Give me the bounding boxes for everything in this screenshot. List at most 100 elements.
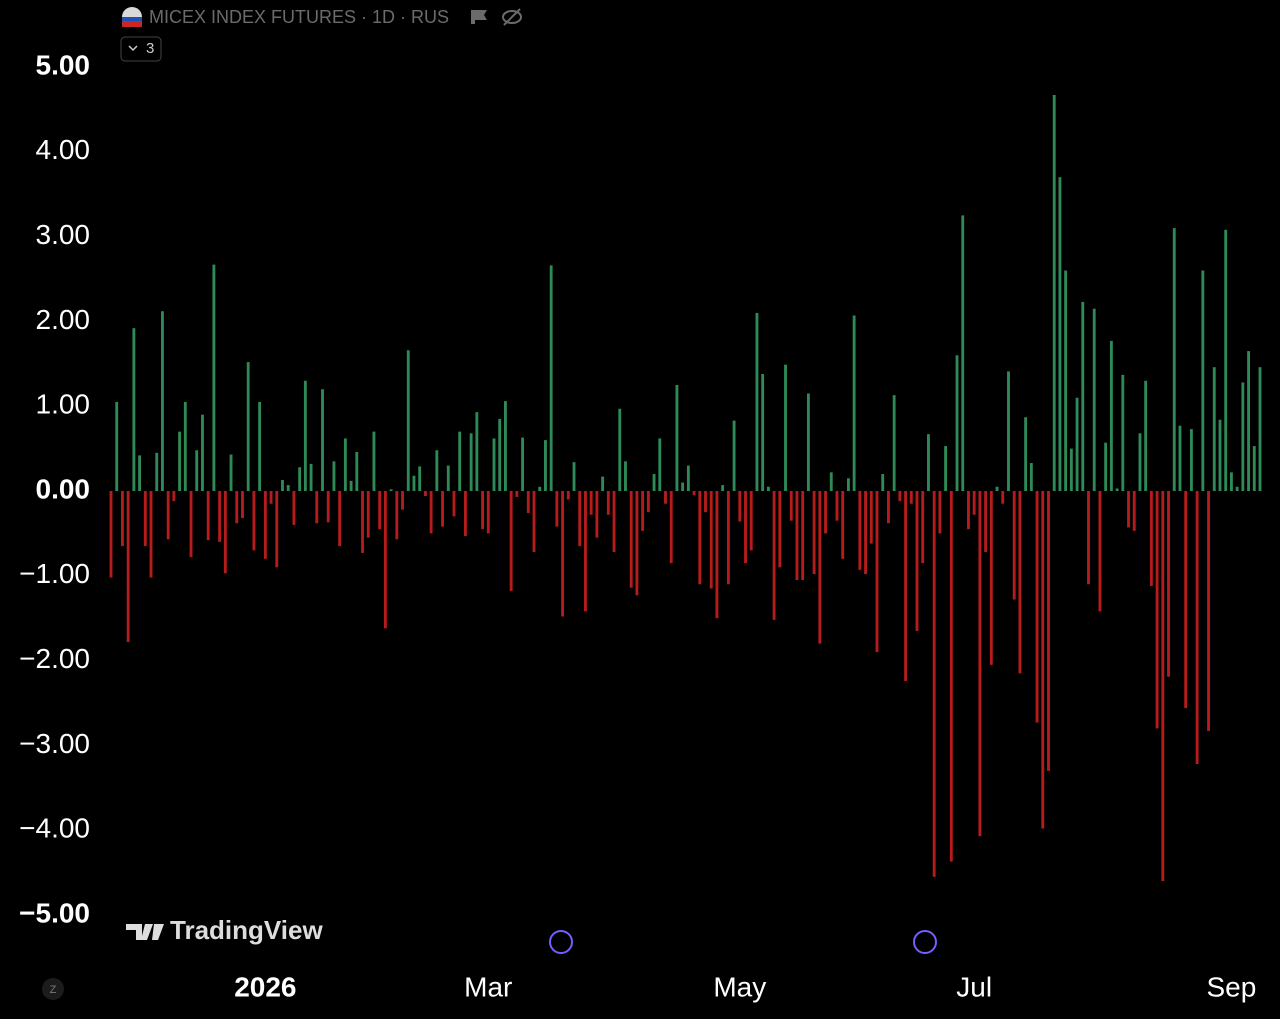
y-tick-label: 1.00 bbox=[36, 389, 91, 420]
bar bbox=[1035, 491, 1039, 723]
bar bbox=[961, 215, 965, 491]
x-tick-label: Mar bbox=[464, 971, 512, 1002]
hide-icon[interactable] bbox=[503, 8, 521, 26]
bar bbox=[155, 452, 159, 491]
bar bbox=[504, 401, 507, 491]
bar bbox=[143, 491, 147, 547]
hide-icon[interactable] bbox=[502, 10, 522, 24]
bar bbox=[692, 491, 696, 496]
bar bbox=[726, 491, 730, 585]
bar bbox=[1058, 177, 1062, 492]
bar bbox=[846, 478, 850, 491]
bar bbox=[732, 420, 736, 491]
plot-area: 5.00 4.00 3.00 2.00 1.00 0.00 −1.00 −2.00 −3.00 −… bbox=[19, 49, 1262, 1002]
x-tick-label: Jul bbox=[956, 971, 992, 1002]
bar bbox=[1212, 367, 1216, 491]
indicator-count: 3 bbox=[146, 40, 154, 57]
bar bbox=[1127, 491, 1130, 528]
bar bbox=[1081, 301, 1085, 491]
bar bbox=[875, 491, 879, 653]
bar bbox=[955, 355, 959, 491]
corner-button[interactable] bbox=[42, 978, 64, 1000]
bar bbox=[1115, 488, 1119, 491]
bar bbox=[1207, 491, 1210, 731]
bar bbox=[921, 491, 925, 564]
y-tick-label: −1.00 bbox=[19, 558, 90, 589]
x-tick-label: Sep bbox=[1207, 971, 1257, 1002]
bar bbox=[1178, 425, 1182, 491]
bar bbox=[944, 446, 948, 491]
bar bbox=[1229, 472, 1233, 491]
y-tick-label: −5.00 bbox=[19, 897, 90, 928]
bar bbox=[1075, 397, 1079, 491]
bar bbox=[789, 491, 793, 521]
bar bbox=[1132, 491, 1136, 531]
bar bbox=[704, 491, 707, 513]
indicator-toggle[interactable] bbox=[120, 36, 162, 62]
bar bbox=[652, 474, 656, 491]
bar bbox=[492, 438, 496, 491]
bar bbox=[698, 491, 702, 585]
bar bbox=[1172, 228, 1176, 491]
event-icon[interactable] bbox=[913, 930, 937, 954]
bar bbox=[1098, 491, 1102, 612]
event-icon[interactable] bbox=[549, 930, 573, 954]
symbol-title: MICEX INDEX FUTURES · 1D · RUS bbox=[149, 7, 449, 27]
bar bbox=[1149, 491, 1153, 586]
bar bbox=[995, 486, 999, 491]
bar bbox=[566, 491, 570, 500]
bar bbox=[1189, 429, 1193, 491]
bar bbox=[132, 328, 136, 491]
bar bbox=[469, 433, 473, 491]
bar bbox=[749, 491, 753, 551]
y-tick-label: 0.00 bbox=[36, 473, 91, 504]
bar bbox=[372, 431, 376, 491]
bar bbox=[332, 461, 336, 491]
bar bbox=[115, 401, 119, 491]
bar bbox=[755, 312, 759, 491]
bar bbox=[452, 491, 456, 517]
bar bbox=[1029, 463, 1033, 491]
bar bbox=[1069, 448, 1073, 491]
bar bbox=[824, 491, 827, 534]
bar bbox=[423, 491, 427, 497]
bar bbox=[629, 491, 633, 588]
bar bbox=[321, 389, 324, 491]
bar bbox=[395, 491, 399, 540]
bar bbox=[841, 491, 845, 559]
bar bbox=[235, 491, 239, 524]
bar bbox=[1064, 270, 1068, 491]
bar bbox=[738, 491, 742, 522]
bar bbox=[252, 491, 256, 551]
bar bbox=[343, 438, 347, 491]
bar bbox=[669, 491, 673, 564]
bar bbox=[1201, 270, 1205, 491]
bar bbox=[126, 491, 130, 642]
bar bbox=[635, 491, 639, 596]
bar bbox=[1012, 491, 1016, 600]
bar bbox=[772, 491, 776, 620]
bar bbox=[784, 364, 787, 491]
y-tick-label: 3.00 bbox=[36, 219, 91, 250]
bar bbox=[458, 431, 462, 491]
bar bbox=[378, 491, 382, 530]
bar bbox=[383, 491, 387, 629]
bar bbox=[1241, 382, 1245, 491]
bar bbox=[303, 380, 307, 491]
bar bbox=[161, 311, 164, 491]
flag-stripe bbox=[122, 17, 142, 21]
bar bbox=[418, 466, 422, 491]
bar bbox=[1184, 491, 1188, 709]
bar bbox=[658, 438, 662, 491]
bar bbox=[366, 491, 370, 538]
watermark: TradingView bbox=[170, 915, 323, 945]
bar bbox=[904, 491, 908, 681]
bar bbox=[978, 491, 982, 837]
bar bbox=[121, 491, 124, 547]
bar bbox=[835, 491, 839, 521]
bar bbox=[1047, 491, 1050, 771]
bar bbox=[412, 475, 416, 491]
bar bbox=[801, 491, 805, 581]
bar bbox=[263, 491, 267, 559]
flag-stripe bbox=[122, 21, 142, 27]
